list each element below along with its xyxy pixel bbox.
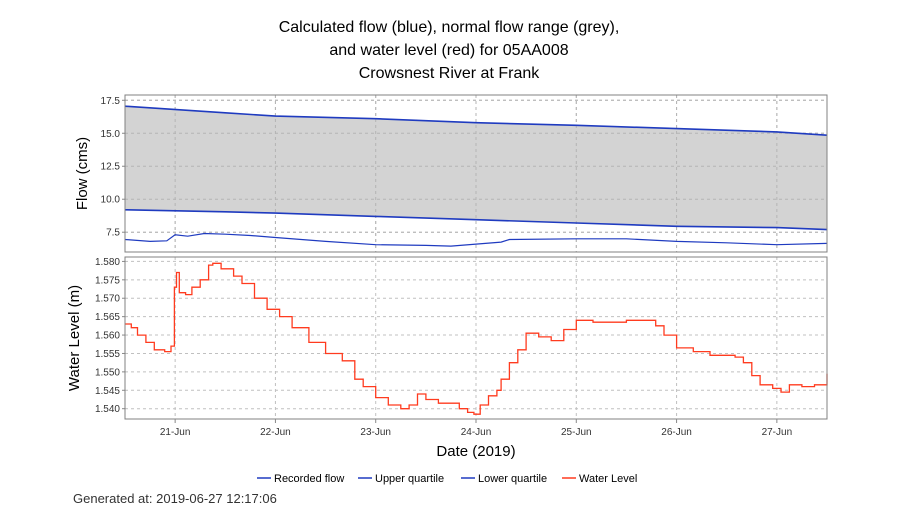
x-tick-label: 25-Jun (561, 427, 592, 438)
x-tick-label: 26-Jun (661, 427, 692, 438)
y-tick-label: 1.550 (95, 367, 120, 378)
y-tick-label: 1.540 (95, 404, 120, 415)
chart-title-line: and water level (red) for 05AA008 (329, 42, 568, 59)
y-tick-label: 1.560 (95, 331, 120, 342)
y-tick-label: 1.565 (95, 312, 120, 323)
flow-axis-title: Flow (cms) (74, 137, 91, 210)
x-tick-label: 21-Jun (160, 427, 191, 438)
y-tick-label: 1.575 (95, 275, 120, 286)
water-level-axis-title: Water Level (m) (66, 285, 83, 391)
upper-quartile-line (124, 105, 828, 136)
date-axis: 21-Jun 22-Jun 23-Jun 24-Jun 25-Jun 26-Jun 27-J… (160, 419, 792, 460)
x-tick-label: 24-Jun (461, 427, 492, 438)
y-tick-label: 1.580 (95, 257, 120, 268)
x-tick-label: 23-Jun (360, 427, 391, 438)
legend: Recorded flow Upper quartile Lower quartil… (257, 473, 637, 485)
y-tick-label: 10.0 (101, 195, 121, 206)
flow-plot-border (124, 94, 828, 253)
chart-title-line: Crowsnest River at Frank (359, 65, 540, 82)
x-axis-title: Date (2019) (436, 443, 515, 460)
chart-title-line: Calculated flow (blue), normal flow rang… (279, 19, 620, 36)
legend-label: Water Level (579, 473, 637, 485)
y-tick-label: 1.570 (95, 294, 120, 305)
y-tick-label: 1.555 (95, 349, 120, 360)
legend-label: Lower quartile (478, 473, 547, 485)
x-tick-label: 22-Jun (260, 427, 291, 438)
y-tick-label: 1.545 (95, 386, 120, 397)
water-level-panel: 1.540 1.545 1.550 1.555 1.560 1.565 1.570 1.575… (66, 256, 828, 420)
y-tick-label: 15.0 (101, 129, 121, 140)
generated-label: Generated at: (73, 491, 153, 506)
flow-panel: 7.5 10.0 12.5 15.0 17.5 Flow (cms) (74, 94, 828, 253)
legend-label: Upper quartile (375, 473, 444, 485)
y-tick-label: 7.5 (106, 228, 120, 239)
recorded-flow-line (124, 232, 828, 247)
y-tick-label: 17.5 (101, 96, 121, 107)
x-tick-label: 27-Jun (762, 427, 793, 438)
chart-title: Calculated flow (blue), normal flow rang… (279, 19, 620, 82)
y-tick-label: 12.5 (101, 162, 121, 173)
generated-timestamp: Generated at: 2019-06-27 12:17:06 (73, 491, 277, 506)
lower-quartile-line (124, 209, 828, 231)
water-level-line (125, 262, 828, 415)
legend-label: Recorded flow (274, 473, 344, 485)
generated-value: 2019-06-27 12:17:06 (156, 491, 277, 506)
